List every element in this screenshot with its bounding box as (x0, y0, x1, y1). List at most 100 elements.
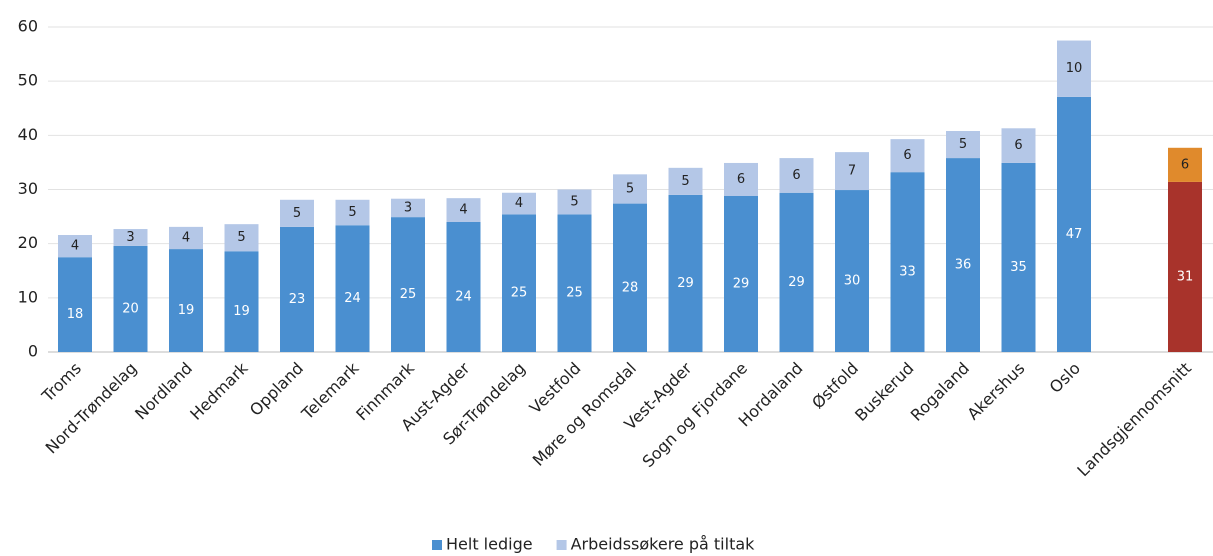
value-label: 33 (899, 265, 916, 280)
bar-segment (1057, 40, 1091, 97)
bar-segment (613, 203, 647, 352)
x-tick-label: Østfold (808, 359, 862, 413)
value-label: 5 (959, 137, 967, 152)
bar-segment (446, 198, 481, 222)
value-label: 29 (788, 275, 805, 290)
bar-segment (169, 249, 203, 352)
bar-segment (224, 251, 259, 352)
value-label: 6 (1014, 138, 1022, 153)
bar-segment (1001, 128, 1036, 163)
value-label: 3 (404, 200, 412, 215)
legend-swatch (556, 540, 567, 550)
x-tick-label: Hedmark (186, 358, 252, 424)
value-label: 5 (237, 230, 245, 245)
value-label: 3 (126, 230, 134, 245)
bar-segment (1168, 147, 1202, 182)
value-label: 25 (511, 286, 528, 301)
bar-segment (335, 199, 370, 226)
bar-segment (224, 224, 259, 252)
bar-segment (835, 190, 869, 352)
value-label: 25 (400, 287, 417, 302)
value-label: 7 (848, 164, 856, 179)
bar-segment (169, 226, 203, 250)
bar-segment (613, 174, 647, 204)
x-tick-label: Rogaland (907, 359, 973, 425)
bar-segment (668, 194, 703, 352)
value-label: 36 (955, 258, 972, 273)
value-label: 4 (71, 239, 79, 254)
x-tick-label: Sogn og Fjordane (639, 359, 751, 471)
bar-segment (58, 257, 92, 352)
value-label: 6 (737, 172, 745, 187)
x-tick-label: Oslo (1046, 359, 1084, 397)
value-label: 35 (1010, 260, 1027, 275)
legend-swatch (432, 540, 442, 550)
bar-segment (502, 214, 536, 352)
value-label: 20 (122, 301, 139, 316)
x-tick-label: Telemark (297, 358, 363, 424)
y-tick-label: 40 (18, 125, 38, 144)
value-label: 25 (566, 286, 583, 301)
x-tick-label: Akershus (963, 359, 1028, 424)
bar-segment (113, 229, 148, 246)
value-label: 23 (289, 292, 306, 307)
bar-segment (557, 189, 592, 215)
value-label: 5 (570, 194, 578, 209)
legend-label: Helt ledige (446, 535, 533, 554)
y-tick-label: 30 (18, 179, 38, 198)
value-label: 28 (622, 280, 639, 295)
value-label: 4 (182, 230, 190, 245)
bar-segment (779, 158, 814, 193)
bar-segment (779, 192, 814, 352)
bar-segment (502, 192, 536, 215)
bar-segment (835, 152, 869, 191)
x-tick-label: Nordland (131, 359, 196, 424)
x-tick-label: Troms (37, 359, 85, 407)
y-tick-label: 20 (18, 233, 38, 252)
bar-segment (946, 158, 980, 352)
value-label: 5 (293, 206, 301, 221)
value-label: 30 (844, 274, 861, 289)
value-label: 4 (459, 203, 467, 218)
x-tick-label: Buskerud (851, 359, 917, 425)
bar-segment (113, 245, 148, 352)
value-label: 5 (626, 181, 634, 196)
value-label: 24 (455, 290, 472, 305)
bar-segment (668, 167, 703, 195)
bar-segment (391, 217, 425, 352)
value-label: 6 (1181, 157, 1189, 172)
value-label: 19 (178, 303, 195, 318)
y-tick-label: 60 (18, 17, 38, 36)
bar-segment (335, 225, 370, 352)
bar-segment (890, 172, 925, 352)
value-label: 31 (1177, 269, 1194, 284)
bar-segment (724, 162, 758, 196)
bar-segment (280, 199, 314, 227)
x-tick-label: Møre og Romsdal (529, 359, 640, 470)
bar-segment (391, 198, 425, 218)
value-label: 18 (67, 307, 84, 322)
bar-segment (1168, 181, 1202, 352)
value-label: 5 (681, 174, 689, 189)
value-label: 29 (677, 276, 694, 291)
bar-segment (557, 214, 592, 352)
y-tick-label: 10 (18, 287, 38, 306)
value-label: 29 (733, 277, 750, 292)
value-label: 6 (903, 148, 911, 163)
y-tick-label: 0 (28, 342, 38, 361)
legend-label: Arbeidssøkere på tiltak (571, 535, 756, 554)
value-label: 4 (515, 196, 523, 211)
x-tick-label: Landsgjennomsnitt (1073, 359, 1195, 481)
bar-segment (280, 226, 314, 352)
value-label: 24 (344, 291, 361, 306)
bar-segment (946, 131, 980, 159)
bar-segment (446, 222, 481, 352)
value-label: 47 (1066, 227, 1083, 242)
value-label: 6 (792, 168, 800, 183)
value-label: 10 (1066, 61, 1083, 76)
y-tick-label: 50 (18, 71, 38, 90)
bar-segment (1001, 162, 1036, 352)
value-label: 5 (348, 205, 356, 220)
value-label: 19 (233, 304, 250, 319)
